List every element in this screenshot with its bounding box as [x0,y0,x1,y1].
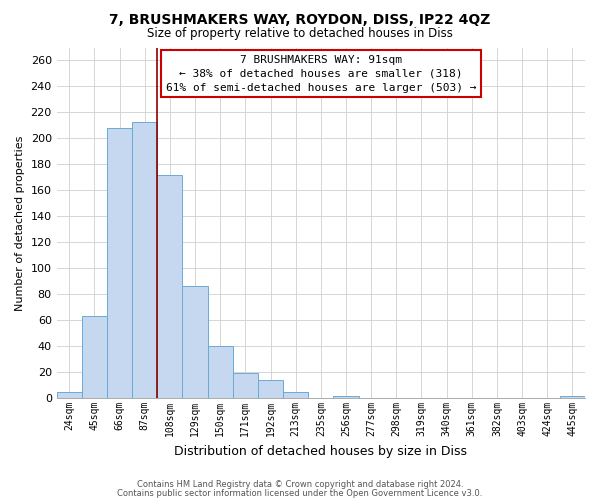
Bar [334,396,359,398]
X-axis label: Distribution of detached houses by size in Diss: Distribution of detached houses by size … [175,444,467,458]
Bar [82,316,107,398]
Bar [107,128,132,398]
Bar [258,380,283,398]
Text: Size of property relative to detached houses in Diss: Size of property relative to detached ho… [147,28,453,40]
Bar [182,286,208,398]
Bar [56,392,82,398]
Text: Contains HM Land Registry data © Crown copyright and database right 2024.: Contains HM Land Registry data © Crown c… [137,480,463,489]
Bar [208,346,233,398]
Bar [283,392,308,398]
Bar [560,396,585,398]
Text: 7 BRUSHMAKERS WAY: 91sqm
← 38% of detached houses are smaller (318)
61% of semi-: 7 BRUSHMAKERS WAY: 91sqm ← 38% of detach… [166,54,476,92]
Bar [132,122,157,398]
Text: Contains public sector information licensed under the Open Government Licence v3: Contains public sector information licen… [118,488,482,498]
Bar [157,175,182,398]
Text: 7, BRUSHMAKERS WAY, ROYDON, DISS, IP22 4QZ: 7, BRUSHMAKERS WAY, ROYDON, DISS, IP22 4… [109,12,491,26]
Bar [233,374,258,398]
Y-axis label: Number of detached properties: Number of detached properties [15,135,25,310]
